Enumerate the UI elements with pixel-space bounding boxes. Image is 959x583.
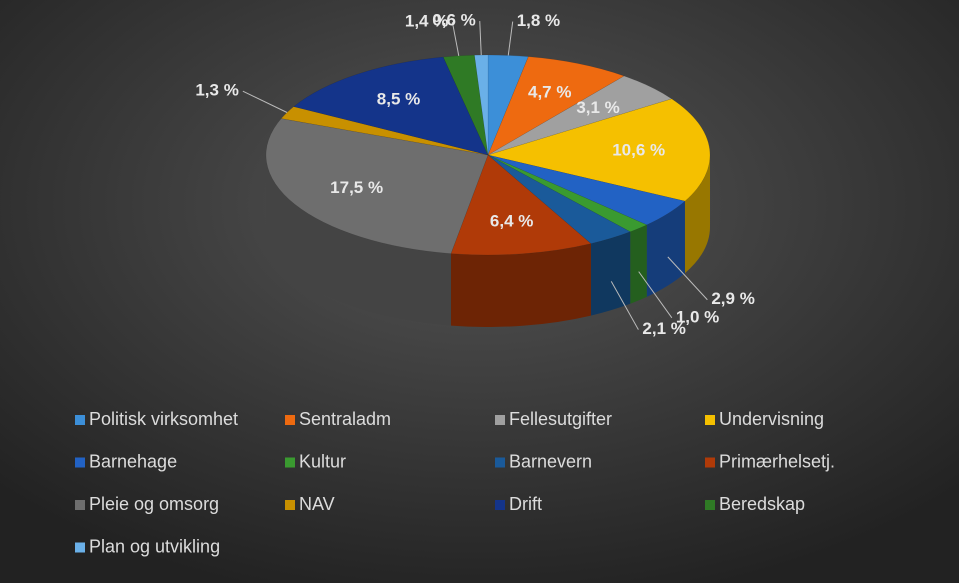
legend-label: Barnehage [89, 451, 177, 471]
legend-swatch [495, 415, 505, 425]
legend-label: Beredskap [719, 494, 805, 514]
slice [442, 54, 489, 156]
leader-line [610, 281, 639, 330]
legend-swatch [75, 415, 85, 425]
slice-side [266, 155, 451, 326]
value-label: 1,8 % [517, 11, 560, 30]
leader-line [451, 21, 460, 56]
value-label: 17,5 % [330, 178, 383, 197]
legend-swatch [495, 457, 505, 468]
legend-label: Plan og utvikling [89, 536, 220, 556]
slice [280, 106, 489, 156]
slice [487, 56, 625, 156]
legend-swatch [705, 457, 715, 468]
value-label: 2,9 % [711, 289, 754, 308]
slice-side [684, 155, 710, 274]
legend-label: Undervisning [719, 409, 824, 429]
slice [474, 54, 489, 156]
legend-label: Pleie og omsorg [89, 494, 219, 514]
value-label: 1,4 % [405, 12, 448, 31]
legend-swatch [495, 500, 505, 510]
legend-label: Drift [509, 494, 542, 514]
value-label: 1,0 % [676, 307, 719, 326]
legend-swatch [75, 457, 85, 468]
slice [487, 54, 529, 156]
legend-swatch [285, 415, 295, 425]
slice-side [646, 201, 685, 297]
value-label: 2,1 % [642, 319, 685, 338]
slice [487, 154, 648, 233]
slice [487, 154, 686, 226]
legend-label: Fellesutgifter [509, 409, 612, 429]
leader-line [667, 256, 708, 301]
value-label: 6,4 % [490, 212, 533, 231]
legend-label: Primærhelsetj. [719, 451, 835, 471]
legend-swatch [75, 542, 85, 553]
value-label: 3,1 % [576, 98, 619, 117]
slice-side [590, 231, 631, 316]
leader-line [507, 21, 514, 56]
legend-label: Barnevern [509, 451, 592, 471]
value-label: 10,6 % [612, 141, 665, 160]
legend-swatch [285, 457, 295, 468]
legend-label: Kultur [299, 451, 346, 471]
legend-swatch [705, 415, 715, 425]
legend-label: Politisk virksomhet [89, 409, 238, 429]
legend-swatch [75, 500, 85, 510]
legend-label: NAV [299, 494, 335, 514]
value-label: 1,3 % [195, 81, 238, 100]
slice-side [450, 243, 591, 327]
slice [265, 118, 489, 254]
leader-line [638, 271, 673, 319]
leader-line [242, 90, 288, 113]
slice-side [630, 224, 647, 304]
slice [487, 98, 711, 202]
value-label: 4,7 % [528, 82, 571, 101]
value-label: 0,6 % [432, 11, 475, 30]
slice [293, 56, 489, 156]
legend-label: Sentraladm [299, 409, 391, 429]
slice [487, 154, 631, 244]
legend-swatch [705, 500, 715, 510]
slice [487, 75, 673, 156]
slice [450, 154, 592, 256]
value-label: 8,5 % [377, 90, 420, 109]
legend-swatch [285, 500, 295, 510]
leader-line [479, 21, 482, 56]
